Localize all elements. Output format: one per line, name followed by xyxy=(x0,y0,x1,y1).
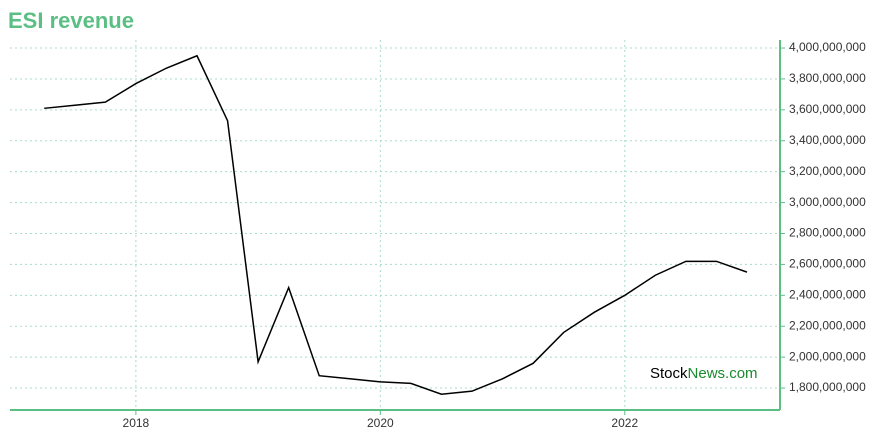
y-tick-label: 2,800,000,000 xyxy=(789,226,866,240)
y-tick-label: 2,000,000,000 xyxy=(789,349,866,363)
y-tick-label: 2,200,000,000 xyxy=(789,318,866,332)
watermark: StockNews.com xyxy=(650,365,758,382)
watermark-part: Stock xyxy=(650,365,688,382)
x-tick-label: 2022 xyxy=(611,416,638,430)
y-tick-label: 1,800,000,000 xyxy=(789,380,866,394)
chart-title: ESI revenue xyxy=(8,8,134,33)
y-tick-label: 3,600,000,000 xyxy=(789,102,866,116)
watermark-part: News.com xyxy=(688,365,758,382)
y-tick-label: 3,200,000,000 xyxy=(789,164,866,178)
y-tick-label: 4,000,000,000 xyxy=(789,40,866,54)
y-tick-label: 3,400,000,000 xyxy=(789,133,866,147)
y-tick-label: 2,600,000,000 xyxy=(789,257,866,271)
y-tick-label: 3,800,000,000 xyxy=(789,71,866,85)
x-tick-label: 2018 xyxy=(123,416,150,430)
y-tick-label: 3,000,000,000 xyxy=(789,195,866,209)
y-tick-label: 2,400,000,000 xyxy=(789,287,866,301)
x-tick-label: 2020 xyxy=(367,416,394,430)
line xyxy=(44,54,748,395)
